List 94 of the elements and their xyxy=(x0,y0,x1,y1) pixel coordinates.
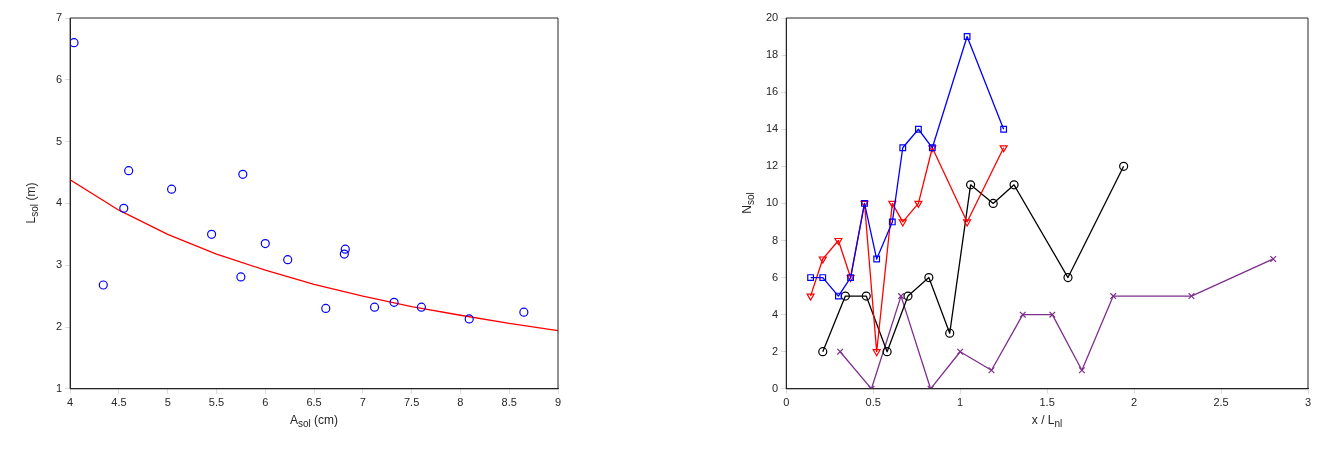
point xyxy=(416,302,426,312)
point xyxy=(999,145,1008,153)
point xyxy=(339,249,349,259)
y-tick-label: 4 xyxy=(55,196,63,209)
point xyxy=(914,200,923,208)
point xyxy=(1188,292,1195,300)
point xyxy=(956,348,964,356)
point xyxy=(1063,272,1073,283)
point xyxy=(945,328,955,338)
y-tick-label: 12 xyxy=(765,159,779,172)
x-tick-label: 4 xyxy=(67,396,74,409)
point xyxy=(167,184,177,194)
point xyxy=(1019,311,1027,319)
x-tick-label: 3 xyxy=(1304,396,1312,409)
y-tick-label: 2 xyxy=(55,320,63,333)
point xyxy=(260,238,270,249)
y-tick-label: 20 xyxy=(765,11,779,24)
x-tick-label: 7 xyxy=(359,396,366,409)
point xyxy=(963,33,971,40)
y-tick-label: 1 xyxy=(55,381,63,394)
y-tick-label: 2 xyxy=(772,344,779,357)
point xyxy=(834,237,843,246)
point xyxy=(207,229,217,239)
y-tick-label: 18 xyxy=(765,48,779,61)
x-axis-title: x / L$_{nl}$ xyxy=(1030,412,1064,430)
point xyxy=(321,303,331,314)
point xyxy=(70,38,79,48)
point xyxy=(1009,180,1019,190)
x-tick-label: 4.5 xyxy=(111,396,127,409)
y-tick-label: 14 xyxy=(765,122,779,135)
y-tick-label: 10 xyxy=(765,196,779,209)
point xyxy=(834,292,842,300)
point xyxy=(464,314,474,324)
x-tick-label: 0 xyxy=(783,396,790,409)
x-tick-label: 1.5 xyxy=(1039,396,1055,409)
point xyxy=(98,280,108,290)
point xyxy=(888,218,896,226)
y-tick-label: 7 xyxy=(55,11,63,24)
point xyxy=(963,219,972,227)
point xyxy=(988,366,995,374)
point xyxy=(898,219,907,227)
point xyxy=(283,255,293,265)
point xyxy=(238,169,248,179)
x-tick-label: 7.5 xyxy=(403,396,420,409)
y-tick-label: 6 xyxy=(772,270,779,283)
x-tick-label: 2.5 xyxy=(1213,396,1229,409)
point xyxy=(914,125,922,133)
point xyxy=(818,256,827,264)
x-tick-label: 0.5 xyxy=(865,396,881,409)
x-tick-label: 8 xyxy=(457,396,464,409)
point xyxy=(873,255,881,263)
x-tick-label: 2 xyxy=(1131,396,1138,409)
x-axis-title: A$_{sol}$ (cm) xyxy=(288,412,340,430)
point xyxy=(965,180,976,190)
point xyxy=(389,297,399,307)
x-tick-label: 1 xyxy=(957,396,964,409)
y-tick-label: 3 xyxy=(55,258,63,271)
y-tick-label: 6 xyxy=(55,72,63,85)
x-tick-label: 5.5 xyxy=(208,396,225,409)
point xyxy=(236,272,246,282)
point xyxy=(899,144,907,152)
y-tick-label: 0 xyxy=(772,381,779,394)
point xyxy=(807,274,815,281)
point xyxy=(988,198,998,208)
x-tick-label: 8.5 xyxy=(501,396,517,409)
y-tick-label: 4 xyxy=(772,307,779,320)
x-tick-label: 5 xyxy=(164,396,171,409)
point xyxy=(806,293,815,301)
point xyxy=(119,203,129,213)
point xyxy=(819,274,827,281)
point xyxy=(882,347,892,357)
point xyxy=(903,291,913,301)
point xyxy=(818,347,828,357)
point xyxy=(840,291,850,301)
point xyxy=(1269,255,1277,263)
point xyxy=(1000,125,1008,133)
x-tick-label: 6 xyxy=(262,396,269,409)
point xyxy=(888,200,897,208)
point xyxy=(1078,366,1086,374)
x-tick-label: 6.5 xyxy=(306,396,322,409)
y-tick-label: 5 xyxy=(55,134,63,147)
point xyxy=(340,244,350,254)
x-tick-label: 9 xyxy=(554,396,562,409)
point xyxy=(124,166,134,176)
point xyxy=(369,302,380,312)
y-tick-label: 8 xyxy=(772,233,779,246)
point xyxy=(861,291,871,301)
point xyxy=(872,349,881,357)
point xyxy=(519,307,529,317)
point xyxy=(836,348,844,356)
y-tick-label: 16 xyxy=(765,85,779,98)
point xyxy=(924,272,934,283)
point xyxy=(1109,292,1117,300)
point xyxy=(1119,161,1129,171)
